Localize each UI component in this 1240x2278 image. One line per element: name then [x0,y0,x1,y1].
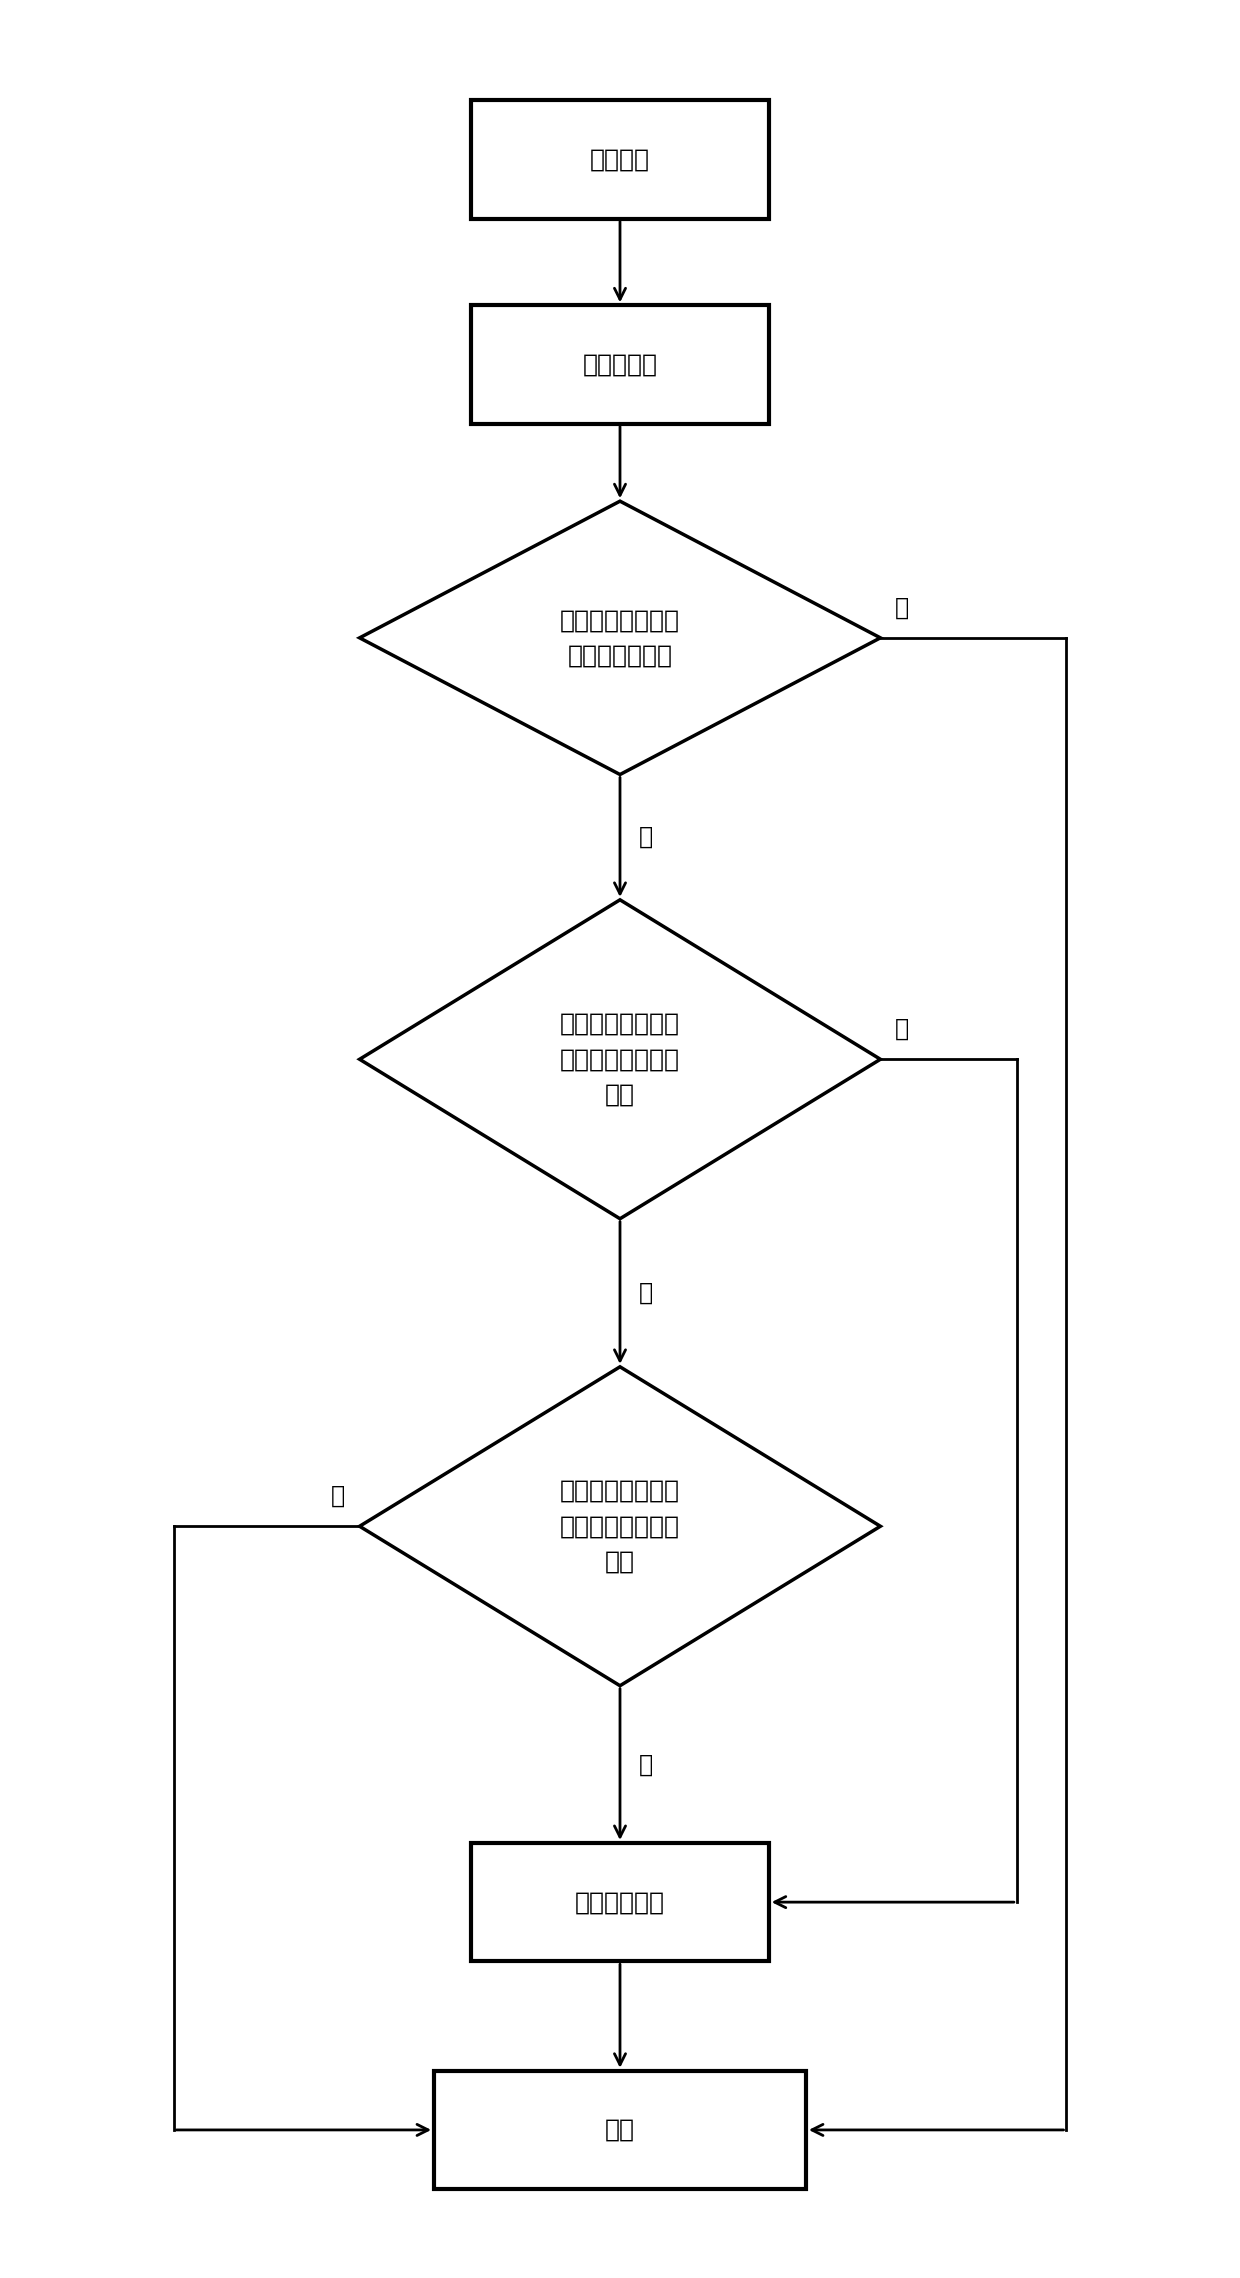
Text: 振荡波试验: 振荡波试验 [583,353,657,376]
Bar [471,305,769,424]
Text: 否: 否 [895,595,909,620]
Text: 确认局放源点: 确认局放源点 [575,1891,665,1914]
Polygon shape [360,501,880,775]
Text: 振荡波试验是否发
现盲区局放信号: 振荡波试验是否发 现盲区局放信号 [560,608,680,667]
Text: 否: 否 [639,1280,652,1305]
Text: 是: 是 [639,1752,652,1777]
Text: 盲区局放信号反射
脉冲特征符合远端
特征: 盲区局放信号反射 脉冲特征符合远端 特征 [560,1478,680,1574]
Bar [434,2071,806,2189]
Text: 否: 否 [331,1483,345,1508]
Text: 设备接线: 设备接线 [590,148,650,171]
Polygon shape [360,900,880,1219]
Text: 结束: 结束 [605,2119,635,2141]
Polygon shape [360,1367,880,1686]
Text: 是: 是 [639,825,652,850]
Text: 盲区局放信号反射
脉冲特征符合近端
特征: 盲区局放信号反射 脉冲特征符合近端 特征 [560,1011,680,1107]
Bar [471,100,769,219]
Text: 是: 是 [895,1016,909,1041]
Bar [471,1843,769,1961]
